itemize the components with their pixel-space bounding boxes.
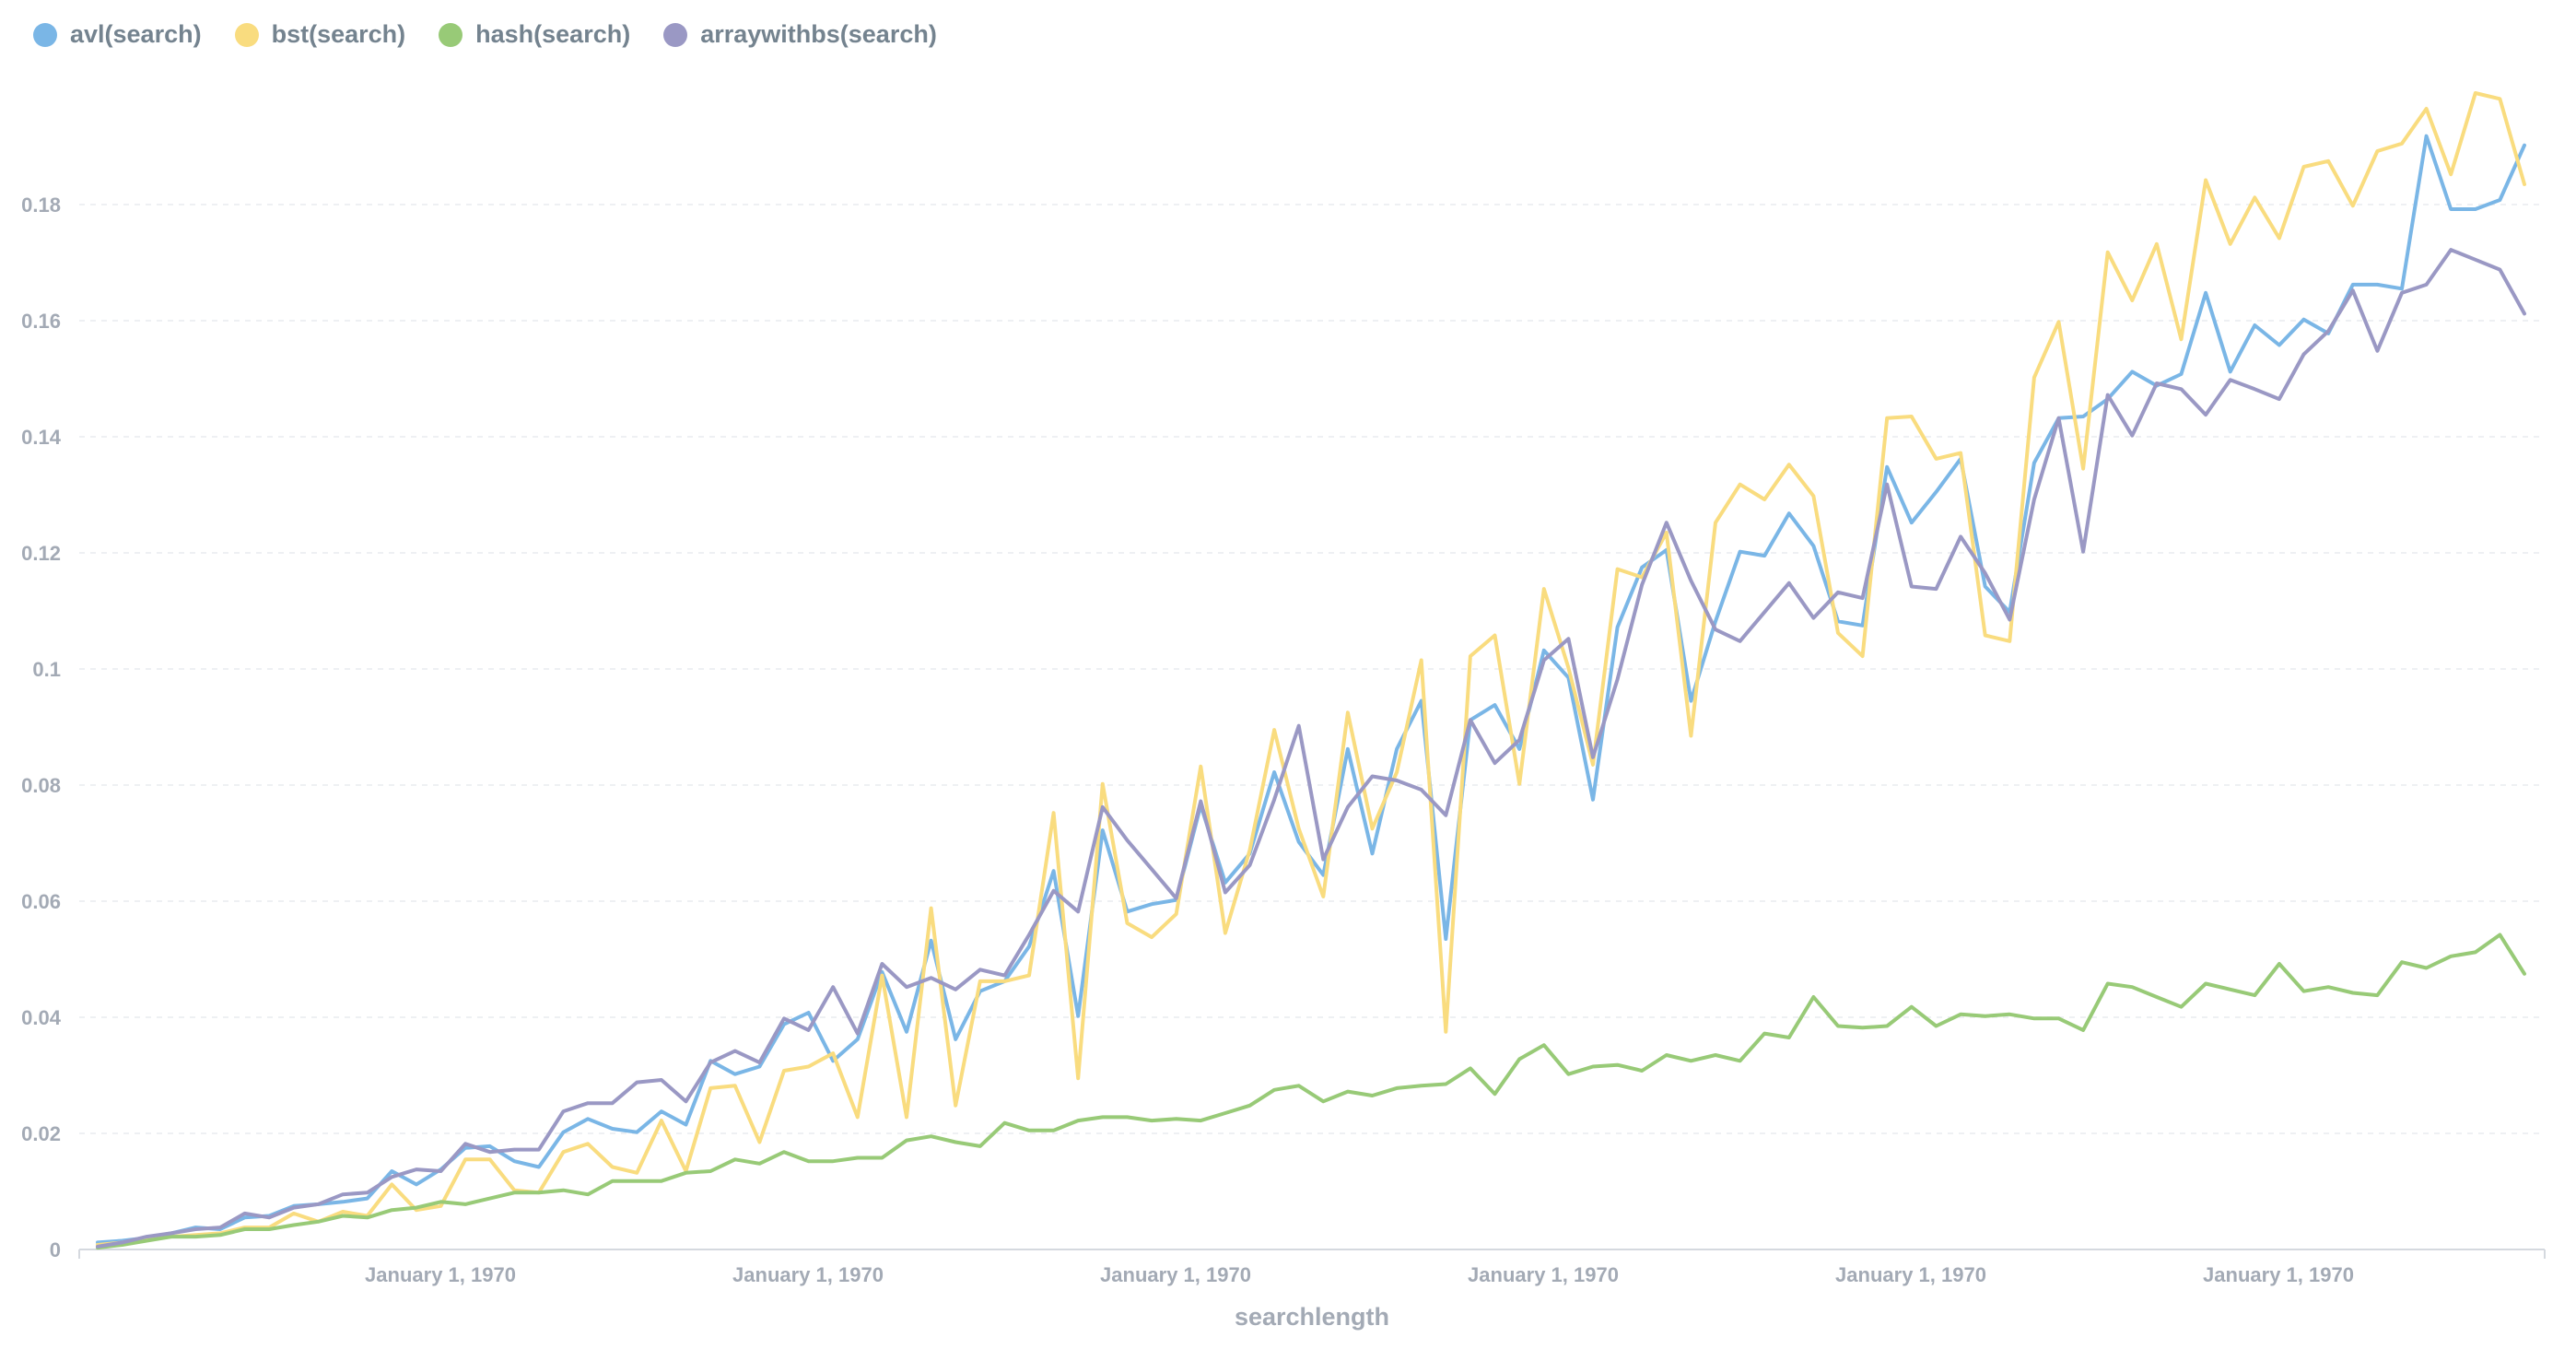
x-tick-label: January 1, 1970 (2203, 1263, 2354, 1286)
y-tick-label: 0.14 (21, 426, 62, 449)
x-axis-ticks: January 1, 1970 January 1, 1970 January 1,… (365, 1263, 2354, 1286)
x-tick-label: January 1, 1970 (1468, 1263, 1619, 1286)
legend: avl(search) bst(search) hash(search) arr… (33, 20, 970, 49)
legend-swatch-arraywithbs (663, 22, 688, 47)
legend-label-arraywithbs: arraywithbs(search) (700, 20, 937, 48)
legend-swatch-bst (234, 22, 259, 47)
y-tick-label: 0.08 (21, 774, 61, 797)
legend-item-avl[interactable]: avl(search) (33, 20, 202, 49)
series-line-bstsearch[interactable] (96, 91, 2526, 1247)
x-tick-label: January 1, 1970 (365, 1263, 516, 1286)
x-tick-label: January 1, 1970 (1100, 1263, 1251, 1286)
series-line-arraywithbssearch[interactable] (96, 248, 2526, 1249)
legend-label-hash: hash(search) (475, 20, 631, 48)
series-line-hashsearch[interactable] (96, 933, 2526, 1250)
y-tick-label: 0.12 (21, 542, 61, 565)
legend-label-bst: bst(search) (271, 20, 406, 48)
legend-swatch-avl (33, 22, 57, 47)
y-tick-label: 0.06 (21, 890, 61, 913)
grid-lines (79, 204, 2545, 1134)
y-tick-label: 0.16 (21, 310, 61, 333)
x-tick-label: January 1, 1970 (1835, 1263, 1986, 1286)
series-lines (96, 91, 2526, 1250)
y-tick-label: 0.02 (21, 1122, 61, 1145)
legend-item-bst[interactable]: bst(search) (234, 20, 406, 49)
series-line-avlsearch[interactable] (96, 134, 2526, 1245)
y-axis-ticks: 0 0.02 0.04 0.06 0.08 0.1 0.12 0.14 0.16 0.18 (21, 194, 62, 1261)
y-tick-label: 0.18 (21, 194, 61, 217)
y-tick-label: 0.04 (21, 1006, 62, 1029)
y-tick-label: 0.1 (32, 658, 61, 681)
legend-item-hash[interactable]: hash(search) (439, 20, 630, 49)
legend-item-arraywithbs[interactable]: arraywithbs(search) (663, 20, 937, 49)
x-axis-title: searchlength (1235, 1303, 1389, 1331)
legend-swatch-hash (439, 22, 463, 47)
y-tick-label: 0 (50, 1238, 61, 1261)
legend-label-avl: avl(search) (70, 20, 202, 48)
x-tick-label: January 1, 1970 (732, 1263, 884, 1286)
axes (78, 1249, 2546, 1259)
